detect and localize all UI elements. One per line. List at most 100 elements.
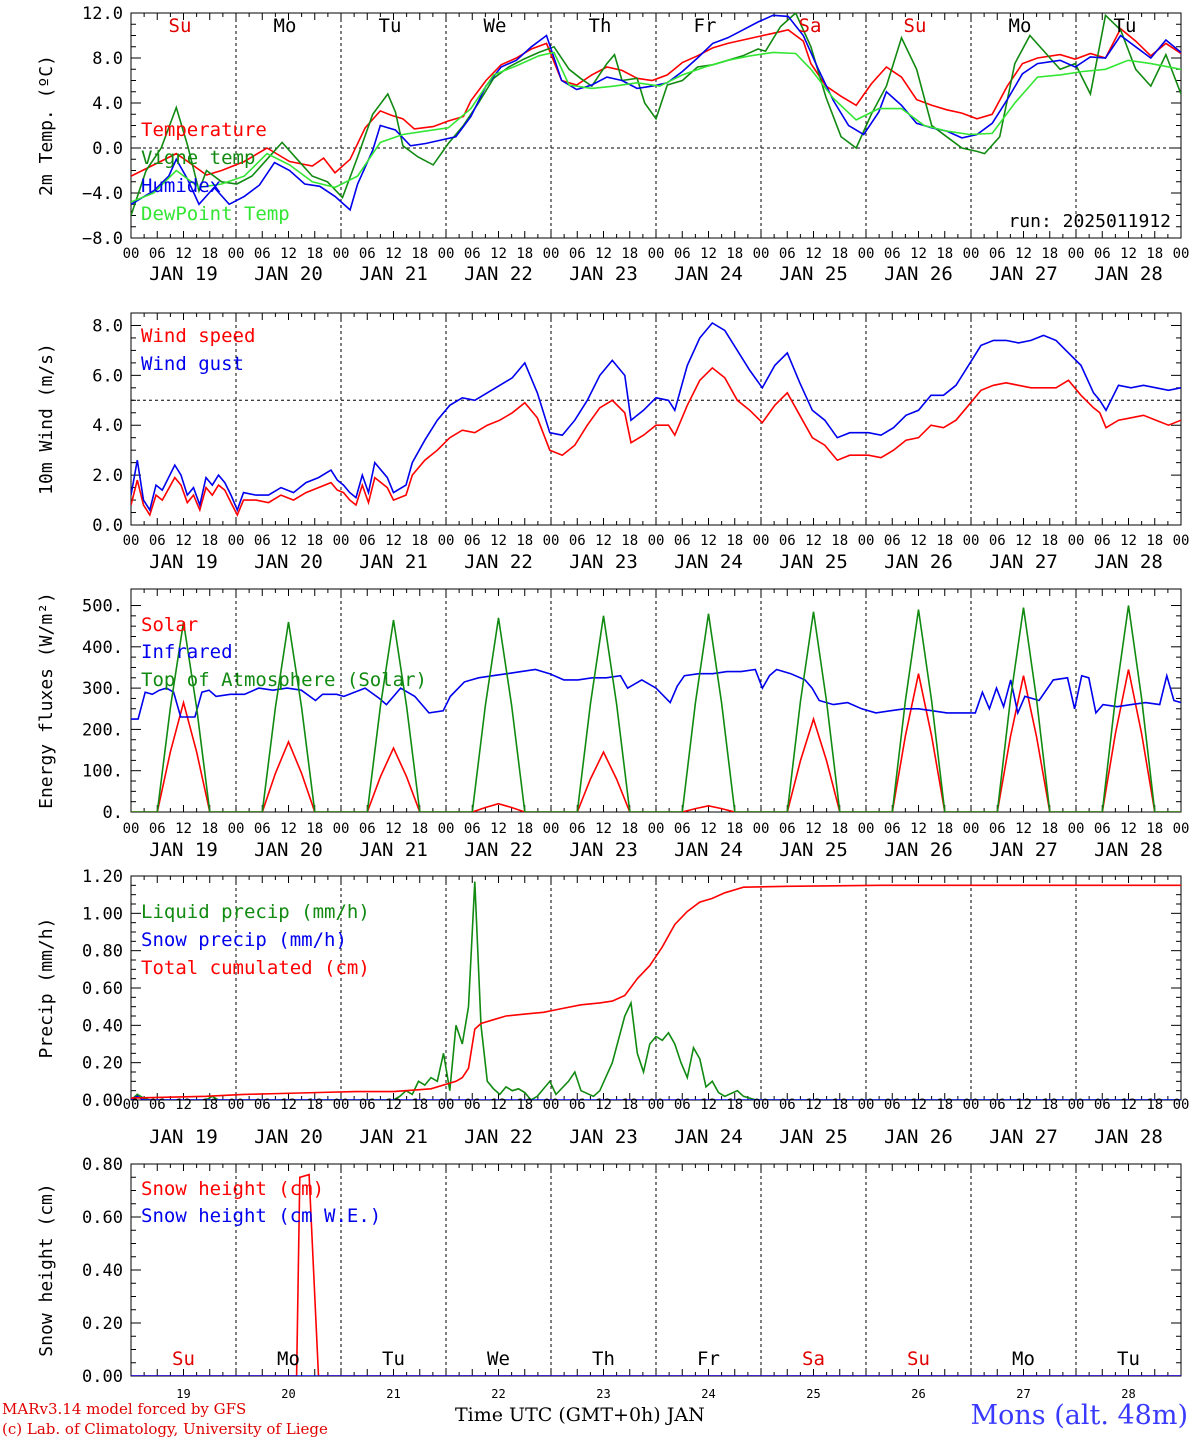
hour-tick-label: 00 bbox=[1173, 533, 1190, 549]
hour-tick-label: 12 bbox=[490, 533, 507, 549]
hour-tick-label: 00 bbox=[963, 1097, 980, 1113]
hour-tick-label: 00 bbox=[648, 533, 665, 549]
hour-tick-label: 12 bbox=[1015, 533, 1032, 549]
date-label: JAN 27 bbox=[989, 263, 1058, 285]
hour-tick-label: 06 bbox=[569, 246, 586, 262]
date-label: JAN 28 bbox=[1094, 263, 1163, 285]
date-label: JAN 21 bbox=[359, 551, 428, 573]
legend-entry: Snow precip (mm/h) bbox=[141, 929, 347, 951]
hour-tick-label: 12 bbox=[280, 533, 297, 549]
day-number-label: 22 bbox=[491, 1387, 505, 1401]
hour-tick-label: 18 bbox=[516, 533, 533, 549]
hour-tick-label: 00 bbox=[438, 533, 455, 549]
legend-entry: Vigne temp bbox=[141, 147, 255, 169]
hour-tick-label: 18 bbox=[621, 246, 638, 262]
hour-tick-label: 12 bbox=[1015, 246, 1032, 262]
y-tick-label: 1.00 bbox=[82, 904, 123, 924]
hour-tick-label: 00 bbox=[1068, 821, 1085, 837]
hour-tick-label: 00 bbox=[1068, 1097, 1085, 1113]
hour-tick-label: 06 bbox=[149, 533, 166, 549]
hour-tick-label: 06 bbox=[1094, 821, 1111, 837]
hour-tick-label: 18 bbox=[621, 533, 638, 549]
weekday-label: Tu bbox=[1117, 1348, 1140, 1370]
date-label: JAN 26 bbox=[884, 839, 953, 861]
hour-tick-label: 00 bbox=[858, 821, 875, 837]
date-label: JAN 24 bbox=[674, 839, 743, 861]
legend-entry: Wind gust bbox=[141, 353, 244, 375]
hour-tick-label: 18 bbox=[1146, 246, 1163, 262]
hour-tick-label: 18 bbox=[831, 1097, 848, 1113]
date-label: JAN 23 bbox=[569, 839, 638, 861]
lab-credit: (c) Lab. of Climatology, University of L… bbox=[2, 1420, 328, 1438]
y-tick-label: 0.20 bbox=[82, 1054, 123, 1074]
weekday-label: We bbox=[487, 1348, 510, 1370]
hour-tick-label: 12 bbox=[700, 246, 717, 262]
weekday-label: Su bbox=[904, 15, 927, 37]
hour-tick-label: 06 bbox=[989, 533, 1006, 549]
y-tick-label: −4.0 bbox=[82, 184, 123, 204]
date-label: JAN 23 bbox=[569, 551, 638, 573]
hour-tick-label: 12 bbox=[175, 533, 192, 549]
hour-tick-label: 00 bbox=[333, 1097, 350, 1113]
weekday-label: Mo bbox=[274, 15, 297, 37]
date-label: JAN 23 bbox=[569, 263, 638, 285]
hour-tick-label: 18 bbox=[1146, 821, 1163, 837]
series-line-snow-height-cm- bbox=[131, 1173, 1181, 1376]
hour-tick-label: 18 bbox=[936, 821, 953, 837]
day-number-label: 25 bbox=[806, 1387, 820, 1401]
hour-tick-label: 12 bbox=[910, 821, 927, 837]
hour-tick-label: 06 bbox=[779, 821, 796, 837]
date-label: JAN 24 bbox=[674, 1126, 743, 1148]
hour-tick-label: 12 bbox=[595, 1097, 612, 1113]
weekday-label: Mo bbox=[277, 1348, 300, 1370]
model-credit: MARv3.14 model forced by GFS bbox=[2, 1400, 247, 1418]
y-tick-label: 6.0 bbox=[92, 366, 123, 386]
hour-tick-label: 06 bbox=[149, 246, 166, 262]
legend-entry: Snow height (cm W.E.) bbox=[141, 1205, 381, 1227]
hour-tick-label: 00 bbox=[543, 246, 560, 262]
weekday-label: Sa bbox=[799, 15, 822, 37]
hour-tick-label: 00 bbox=[438, 246, 455, 262]
y-tick-label: 100. bbox=[82, 762, 123, 782]
date-label: JAN 19 bbox=[149, 839, 218, 861]
hour-tick-label: 06 bbox=[149, 1097, 166, 1113]
series-line-liquid-precip-mm-h- bbox=[131, 881, 1181, 1100]
weekday-label: Tu bbox=[382, 1348, 405, 1370]
date-label: JAN 20 bbox=[254, 839, 323, 861]
hour-tick-label: 18 bbox=[831, 533, 848, 549]
date-label: JAN 22 bbox=[464, 551, 533, 573]
hour-tick-label: 06 bbox=[884, 1097, 901, 1113]
y-tick-label: 0.60 bbox=[82, 1208, 123, 1228]
hour-tick-label: 18 bbox=[936, 533, 953, 549]
hour-tick-label: 06 bbox=[464, 533, 481, 549]
hour-tick-label: 12 bbox=[805, 246, 822, 262]
hour-tick-label: 00 bbox=[963, 533, 980, 549]
hour-tick-label: 06 bbox=[254, 533, 271, 549]
date-label: JAN 28 bbox=[1094, 1126, 1163, 1148]
hour-tick-label: 12 bbox=[1015, 1097, 1032, 1113]
y-tick-label: 0.40 bbox=[82, 1016, 123, 1036]
date-label: JAN 28 bbox=[1094, 839, 1163, 861]
date-label: JAN 21 bbox=[359, 839, 428, 861]
hour-tick-label: 06 bbox=[989, 1097, 1006, 1113]
date-label: JAN 26 bbox=[884, 551, 953, 573]
hour-tick-label: 12 bbox=[1120, 246, 1137, 262]
hour-tick-label: 12 bbox=[805, 821, 822, 837]
y-axis-label: 2m Temp. (ºC) bbox=[36, 55, 57, 196]
day-number-label: 28 bbox=[1121, 1387, 1135, 1401]
hour-tick-label: 06 bbox=[359, 1097, 376, 1113]
hour-tick-label: 00 bbox=[228, 246, 245, 262]
weekday-label: Th bbox=[589, 15, 612, 37]
hour-tick-label: 00 bbox=[123, 246, 140, 262]
weekday-label: Fr bbox=[694, 15, 717, 37]
hour-tick-label: 00 bbox=[858, 533, 875, 549]
hour-tick-label: 00 bbox=[963, 821, 980, 837]
hour-tick-label: 00 bbox=[543, 1097, 560, 1113]
day-number-label: 24 bbox=[701, 1387, 715, 1401]
hour-tick-label: 00 bbox=[543, 533, 560, 549]
series-line-infrared bbox=[131, 668, 1181, 720]
hour-tick-label: 18 bbox=[516, 246, 533, 262]
y-tick-label: 8.0 bbox=[92, 316, 123, 336]
date-label: JAN 25 bbox=[779, 839, 848, 861]
